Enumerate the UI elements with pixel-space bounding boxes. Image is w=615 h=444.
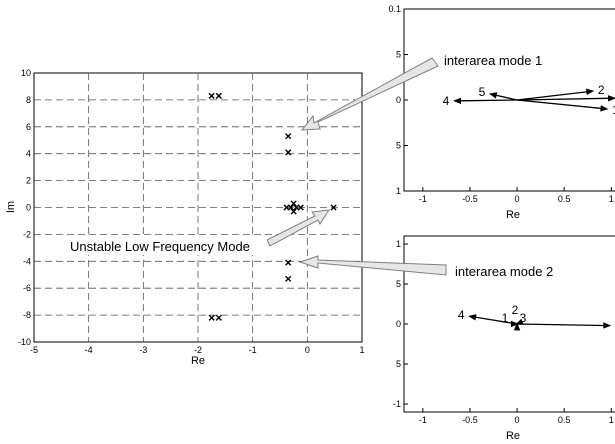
- mode-vector-label: 4: [443, 94, 450, 108]
- y-tick-label: 0: [396, 95, 401, 105]
- eigenvalue-point: [215, 92, 222, 99]
- eigenvalue-points: [208, 92, 337, 321]
- x-tick-label: -0.5: [462, 194, 478, 204]
- eigenvalue-point: [208, 314, 215, 321]
- mode-shape-2-vectors: 12345: [458, 303, 615, 333]
- eigenvalue-plot-ylabel: Im: [5, 201, 17, 213]
- y-tick-label: 2: [26, 176, 31, 186]
- x-tick-label: -1: [419, 415, 427, 425]
- callout-arrow-unstable: [266, 209, 330, 247]
- mode-vector-label: 4: [458, 308, 465, 322]
- eigenvalue-point: [215, 314, 222, 321]
- x-tick-label: 0: [515, 194, 520, 204]
- y-tick-label: 5: [396, 50, 401, 60]
- y-tick-label: 5: [396, 359, 401, 369]
- y-tick-label: 5: [396, 141, 401, 151]
- y-tick-label: -4: [23, 256, 31, 266]
- x-tick-label: 0.5: [558, 415, 571, 425]
- eigenvalue-point: [330, 204, 337, 211]
- unstable-label-bg: [67, 236, 267, 255]
- annotation-interarea-mode-2: interarea mode 2: [455, 264, 553, 279]
- eigenvalue-plot-xlabel: Re: [191, 355, 205, 367]
- mode-vector-label: 1: [612, 103, 615, 117]
- y-tick-label: -8: [23, 310, 31, 320]
- mode-vector-label: 5: [479, 85, 486, 99]
- eigenvalue-point: [285, 275, 292, 282]
- x-tick-label: -5: [30, 345, 38, 355]
- x-tick-label: -4: [85, 345, 93, 355]
- mode-shape-1-vectors: 123 4 5: [443, 83, 615, 117]
- annotation-unstable-mode: Unstable Low Frequency Mode: [70, 239, 250, 254]
- callout-arrows: [266, 57, 447, 276]
- mode-vector: 4: [458, 308, 518, 325]
- eigenvalue-point: [290, 208, 297, 215]
- y-tick-label: -2: [23, 229, 31, 239]
- eigenvalue-point: [290, 200, 297, 207]
- y-tick-label: -10: [18, 337, 31, 347]
- eigenvalue-plot-grid: [34, 73, 362, 342]
- mode-vector: 5: [479, 85, 518, 101]
- mode-shape-2-xlabel: Re: [506, 430, 520, 442]
- mode-vector: 2: [512, 303, 521, 331]
- annotation-interarea-mode-1: interarea mode 1: [444, 53, 542, 68]
- callout-arrow-mode1: [300, 57, 439, 131]
- y-tick-label: 1: [396, 239, 401, 249]
- eigenvalue-point: [285, 133, 292, 140]
- callout-arrow-mode2: [298, 255, 447, 276]
- y-tick-label: 1: [396, 186, 401, 196]
- mode-vector: 4: [443, 94, 518, 108]
- mode-vector: 2: [516, 83, 605, 101]
- x-tick-label: 1: [359, 345, 364, 355]
- x-tick-label: 0: [305, 345, 310, 355]
- mode-shape-1-ticks: -1 -0.5 0 0.5 1 0.1 5 0 5 1: [388, 4, 613, 204]
- x-tick-label: -0.5: [462, 415, 478, 425]
- y-tick-label: 0.1: [388, 4, 401, 14]
- mode-vector-label: 2: [598, 83, 605, 97]
- mode-vector-label: 1: [502, 311, 509, 325]
- mode-shape-2-frame: [403, 235, 615, 413]
- y-tick-label: 8: [26, 95, 31, 105]
- mode-shape-1-xlabel: Re: [506, 209, 520, 221]
- y-tick-label: 4: [26, 149, 31, 159]
- y-tick-label: -1: [393, 399, 401, 409]
- eigenvalue-point: [285, 259, 292, 266]
- y-tick-label: -6: [23, 283, 31, 293]
- eigenvalue-point: [287, 204, 295, 211]
- eigenvalue-point: [297, 204, 304, 211]
- x-tick-label: 1: [609, 415, 614, 425]
- x-tick-label: -1: [249, 345, 257, 355]
- eigenvalue-point: [208, 92, 215, 99]
- mode-vector-label: 2: [512, 303, 519, 317]
- x-tick-label: 0: [515, 415, 520, 425]
- y-tick-label: 6: [26, 122, 31, 132]
- mode-shape-1-xlabel-mask: [395, 213, 615, 225]
- y-tick-label: 5: [396, 279, 401, 289]
- mode-vector-label: 3: [520, 311, 527, 325]
- mode-shape-2-ticks: -1 -0.5 0 0.5 1 1 5 0 5 -1: [393, 239, 614, 425]
- x-tick-label: 1: [609, 194, 614, 204]
- y-tick-label: 0: [396, 319, 401, 329]
- y-tick-label: 10: [21, 68, 31, 78]
- eigenvalue-point: [285, 149, 292, 156]
- x-tick-label: 0.5: [558, 194, 571, 204]
- x-tick-label: -1: [419, 194, 427, 204]
- y-tick-label: 0: [26, 203, 31, 213]
- x-tick-label: -2: [194, 345, 202, 355]
- mode-vector: 1: [517, 99, 615, 117]
- x-tick-label: -3: [139, 345, 147, 355]
- mode-vector: 3: [517, 95, 615, 102]
